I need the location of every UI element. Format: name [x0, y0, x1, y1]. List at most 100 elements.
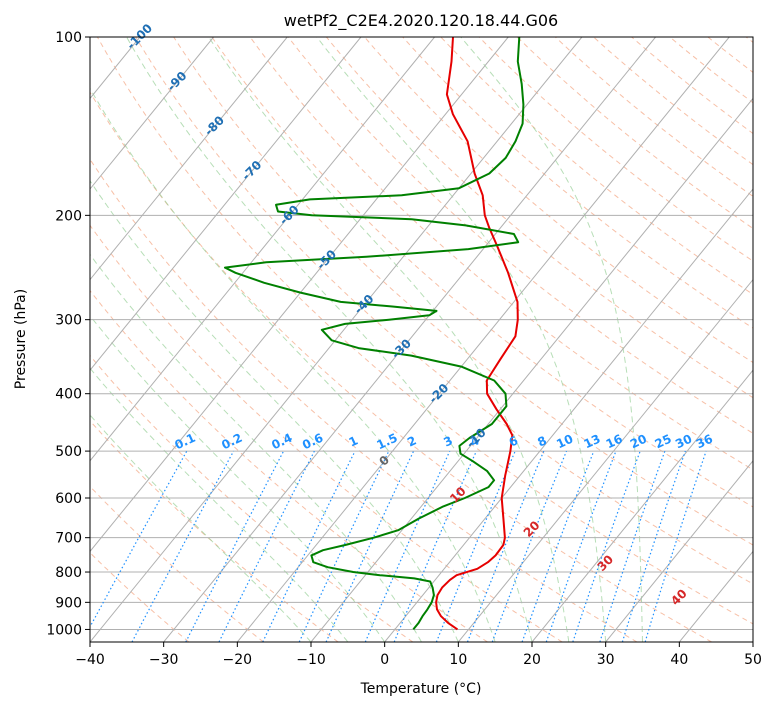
- mixing-ratio-label: 36: [694, 432, 715, 452]
- y-tick-label: 500: [55, 444, 82, 460]
- moist-adiabat-line: [208, 37, 570, 642]
- mixing-ratio-line: [435, 450, 516, 642]
- x-tick-label: 30: [597, 652, 615, 668]
- mixing-ratio-label: 1: [347, 433, 360, 449]
- isotherm-line: [163, 37, 656, 642]
- moist-adiabat-line: [90, 367, 349, 642]
- isotherm-line: [90, 37, 435, 462]
- y-tick-label: 300: [55, 313, 82, 329]
- mixing-ratio-label: 20: [628, 432, 649, 452]
- mixing-ratio-label: 16: [604, 432, 625, 452]
- mixing-ratio-label: 0.1: [172, 431, 197, 453]
- x-tick-label: 40: [670, 652, 688, 668]
- mixing-ratio-line: [466, 450, 545, 642]
- grid-lines: [90, 37, 753, 630]
- mixing-ratio-line: [521, 450, 595, 642]
- y-tick-label: 400: [55, 387, 82, 403]
- mixing-ratio-line: [572, 450, 641, 642]
- isotherm-line: [384, 188, 753, 642]
- x-axis-label: Temperature (°C): [360, 681, 482, 697]
- dry-adiabat-label: -20: [426, 381, 451, 406]
- dry-adiabat-line: [669, 37, 753, 104]
- isotherm-line: [236, 37, 730, 642]
- x-tick-label: 50: [744, 652, 762, 668]
- mixing-ratio-line: [644, 450, 707, 642]
- dry-adiabat-line: [745, 37, 753, 44]
- dry-adiabat-line: [249, 37, 753, 471]
- dry-adiabat-line: [173, 37, 753, 546]
- moist-adiabat-line: [126, 37, 533, 642]
- y-tick-label: 900: [55, 595, 82, 611]
- mixing-ratio-line: [599, 450, 666, 642]
- isotherm-line: [605, 460, 753, 642]
- mixing-ratio-label: 0.4: [269, 431, 294, 453]
- dry-adiabat-line: [90, 354, 414, 642]
- dry-adiabat-line: [135, 37, 753, 585]
- x-tick-label: −30: [149, 652, 179, 668]
- mixing-ratio-label: 0.2: [219, 431, 244, 453]
- mixing-ratio-label: 6: [507, 433, 520, 449]
- dry-adiabat-label: -70: [239, 158, 264, 183]
- isotherm-line: [531, 369, 753, 642]
- dry-adiabat-line: [90, 158, 638, 642]
- dry-adiabat-line: [90, 485, 264, 642]
- moist-adiabat-line: [90, 179, 459, 642]
- background-lines: [90, 37, 753, 642]
- moist-adiabat-line: [316, 37, 607, 642]
- dry-adiabat-label: -80: [202, 113, 227, 138]
- mixing-ratio-lines: [90, 450, 707, 642]
- axis-ticks: −40 −30 −20 −10 0 10 20 30 40 5010020030040050060…: [46, 30, 762, 668]
- x-tick-label: 0: [380, 652, 389, 668]
- y-tick-label: 800: [55, 565, 82, 581]
- mixing-ratio-line: [90, 450, 188, 629]
- mixing-ratio-line: [218, 450, 315, 642]
- dry-adiabat-label: -60: [277, 202, 302, 227]
- mixing-ratio-line: [185, 450, 285, 642]
- mixing-ratio-line: [364, 450, 451, 642]
- isotherm-line: [457, 278, 753, 642]
- mixing-ratio-label: 2: [405, 433, 418, 449]
- mixing-ratio-line: [545, 450, 617, 642]
- isotherm-line: [90, 37, 509, 553]
- mixing-ratio-line: [491, 450, 568, 642]
- moist-adiabat-label: 30: [594, 552, 616, 574]
- mixing-ratio-label: 10: [554, 432, 575, 452]
- isotherm-line: [752, 641, 753, 642]
- dry-adiabat-line: [90, 91, 712, 642]
- y-tick-label: 700: [55, 531, 82, 547]
- mixing-ratio-label: 8: [535, 433, 548, 449]
- dry-adiabat-line: [707, 37, 753, 74]
- moist-adiabat-line: [460, 37, 643, 642]
- y-axis-label: Pressure (hPa): [13, 289, 29, 389]
- dry-adiabat-line: [478, 37, 753, 262]
- line-labels: 0.1 0.2 0.4 0.6 1 1.5 2 3 4 6 8 10 13 16 20 25 30 36-100-…: [124, 21, 715, 608]
- moist-adiabat-label: 40: [668, 586, 690, 608]
- dry-adiabat-line: [90, 224, 563, 642]
- isotherm-line: [310, 97, 753, 642]
- mixing-ratio-label: 1.5: [374, 431, 399, 453]
- isotherm-line: [678, 550, 753, 642]
- dry-adiabat-line: [554, 37, 753, 197]
- dry-adiabat-line: [90, 552, 190, 642]
- mixing-ratio-label: 0.6: [300, 431, 325, 453]
- dry-adiabat-label: -30: [389, 336, 414, 361]
- mixing-ratio-line: [298, 450, 390, 642]
- isotherm-line: [90, 37, 583, 642]
- dry-adiabat-line: [440, 37, 753, 295]
- y-tick-label: 1000: [46, 622, 82, 638]
- profile-series: [224, 37, 525, 631]
- temperature-profile: [435, 37, 519, 631]
- isotherm-line: [90, 37, 214, 190]
- isotherm-line: [90, 37, 362, 372]
- dry-adiabat-line: [96, 37, 753, 625]
- dry-adiabat-line: [364, 37, 753, 364]
- dry-adiabat-line: [326, 37, 753, 399]
- chart-title: wetPf2_C2E4.2020.120.18.44.G06: [284, 11, 558, 31]
- x-tick-label: −40: [75, 652, 105, 668]
- y-tick-label: 200: [55, 208, 82, 224]
- dry-adiabat-label: -40: [351, 292, 376, 317]
- x-tick-label: 20: [523, 652, 541, 668]
- mixing-ratio-line: [393, 450, 477, 642]
